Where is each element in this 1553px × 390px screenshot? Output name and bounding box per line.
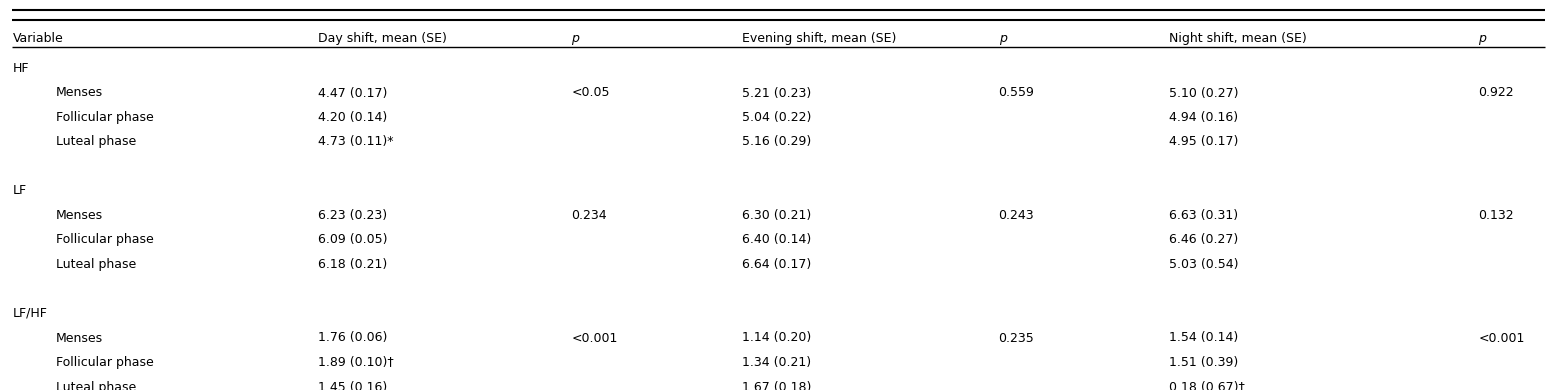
Text: p: p <box>572 32 579 45</box>
Text: <0.001: <0.001 <box>1478 332 1525 344</box>
Text: <0.05: <0.05 <box>572 87 610 99</box>
Text: 5.10 (0.27): 5.10 (0.27) <box>1169 87 1239 99</box>
Text: Day shift, mean (SE): Day shift, mean (SE) <box>318 32 447 45</box>
Text: 6.23 (0.23): 6.23 (0.23) <box>318 209 388 222</box>
Text: LF: LF <box>12 184 26 197</box>
Text: 6.64 (0.17): 6.64 (0.17) <box>742 258 812 271</box>
Text: 0.559: 0.559 <box>999 87 1034 99</box>
Text: 1.76 (0.06): 1.76 (0.06) <box>318 332 388 344</box>
Text: HF: HF <box>12 62 30 75</box>
Text: Luteal phase: Luteal phase <box>56 135 137 149</box>
Text: 0.922: 0.922 <box>1478 87 1514 99</box>
Text: 4.47 (0.17): 4.47 (0.17) <box>318 87 388 99</box>
Text: 5.21 (0.23): 5.21 (0.23) <box>742 87 812 99</box>
Text: 1.67 (0.18): 1.67 (0.18) <box>742 381 812 390</box>
Text: 5.04 (0.22): 5.04 (0.22) <box>742 111 812 124</box>
Text: Night shift, mean (SE): Night shift, mean (SE) <box>1169 32 1308 45</box>
Text: Luteal phase: Luteal phase <box>56 258 137 271</box>
Text: 6.46 (0.27): 6.46 (0.27) <box>1169 234 1239 246</box>
Text: 0.234: 0.234 <box>572 209 607 222</box>
Text: 6.40 (0.14): 6.40 (0.14) <box>742 234 812 246</box>
Text: Follicular phase: Follicular phase <box>56 234 154 246</box>
Text: 1.45 (0.16): 1.45 (0.16) <box>318 381 388 390</box>
Text: Evening shift, mean (SE): Evening shift, mean (SE) <box>742 32 896 45</box>
Text: 5.03 (0.54): 5.03 (0.54) <box>1169 258 1239 271</box>
Text: Follicular phase: Follicular phase <box>56 111 154 124</box>
Text: 4.94 (0.16): 4.94 (0.16) <box>1169 111 1239 124</box>
Text: LF/HF: LF/HF <box>12 307 47 320</box>
Text: 6.30 (0.21): 6.30 (0.21) <box>742 209 812 222</box>
Text: Variable: Variable <box>12 32 64 45</box>
Text: Menses: Menses <box>56 87 102 99</box>
Text: 1.54 (0.14): 1.54 (0.14) <box>1169 332 1239 344</box>
Text: 4.20 (0.14): 4.20 (0.14) <box>318 111 388 124</box>
Text: 5.16 (0.29): 5.16 (0.29) <box>742 135 812 149</box>
Text: p: p <box>1478 32 1486 45</box>
Text: 0.18 (0.67)†: 0.18 (0.67)† <box>1169 381 1246 390</box>
Text: 0.235: 0.235 <box>999 332 1034 344</box>
Text: 6.09 (0.05): 6.09 (0.05) <box>318 234 388 246</box>
Text: 4.73 (0.11)*: 4.73 (0.11)* <box>318 135 394 149</box>
Text: Luteal phase: Luteal phase <box>56 381 137 390</box>
Text: 1.34 (0.21): 1.34 (0.21) <box>742 356 812 369</box>
Text: 6.18 (0.21): 6.18 (0.21) <box>318 258 388 271</box>
Text: 1.51 (0.39): 1.51 (0.39) <box>1169 356 1239 369</box>
Text: Follicular phase: Follicular phase <box>56 356 154 369</box>
Text: Menses: Menses <box>56 209 102 222</box>
Text: <0.001: <0.001 <box>572 332 618 344</box>
Text: 0.243: 0.243 <box>999 209 1034 222</box>
Text: p: p <box>999 32 1006 45</box>
Text: 4.95 (0.17): 4.95 (0.17) <box>1169 135 1239 149</box>
Text: Menses: Menses <box>56 332 102 344</box>
Text: 1.89 (0.10)†: 1.89 (0.10)† <box>318 356 394 369</box>
Text: 1.14 (0.20): 1.14 (0.20) <box>742 332 812 344</box>
Text: 0.132: 0.132 <box>1478 209 1514 222</box>
Text: 6.63 (0.31): 6.63 (0.31) <box>1169 209 1239 222</box>
